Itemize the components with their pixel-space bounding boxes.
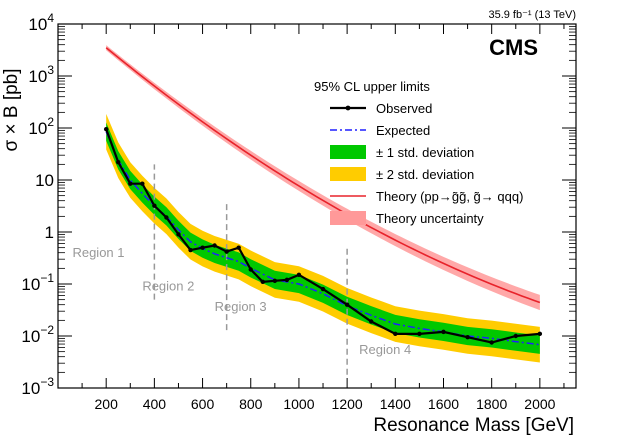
legend-label-theory: Theory (pp→g̃g̃, g̃→ qqq)	[376, 189, 523, 204]
y-tick-label: 10	[35, 171, 54, 190]
observed-point	[200, 245, 205, 250]
y-tick-label: 1	[45, 223, 54, 242]
band-1sigma	[106, 122, 540, 354]
theory-uncertainty-band	[106, 45, 540, 311]
legend: 95% CL upper limits Observed Expected ± 1 …	[314, 79, 523, 226]
observed-point	[116, 159, 121, 165]
x-tick-label: 1200	[332, 396, 363, 412]
observed-point	[489, 340, 494, 345]
x-tick-label: 800	[239, 396, 263, 412]
x-tick-label: 1800	[476, 396, 507, 412]
y-tick-label: 10−3	[21, 375, 54, 398]
plot-frame	[57, 23, 577, 389]
x-tick-label: 400	[143, 396, 167, 412]
region-label-3: Region 3	[215, 299, 267, 314]
axis-labels: Resonance Mass [GeV] σ × B [pb] 35.9 fb⁻…	[1, 9, 576, 436]
observed-point	[393, 331, 398, 337]
observed-point	[224, 249, 229, 254]
y-tick-label: 103	[28, 63, 54, 86]
legend-label-theory_unc: Theory uncertainty	[376, 211, 484, 226]
observed-point	[176, 232, 181, 237]
observed-point	[152, 203, 157, 208]
lumi-label: 35.9 fb⁻¹ (13 TeV)	[488, 9, 576, 21]
y-tick-label: 10−2	[21, 323, 54, 346]
observed-point	[272, 278, 278, 284]
theory-curve	[105, 47, 541, 304]
observed-point	[296, 272, 302, 278]
x-tick-label: 1600	[428, 396, 459, 412]
observed-point	[320, 286, 326, 292]
observed-point	[236, 245, 241, 250]
region-dividers: Region 1 Region 2 Region 3 Region 4	[72, 164, 411, 375]
y-tick-label: 102	[28, 115, 54, 138]
theory-curve-group	[105, 45, 541, 311]
x-tick-label: 600	[191, 396, 215, 412]
x-tick-label: 2000	[524, 396, 555, 412]
observed-limit-group	[103, 126, 543, 345]
x-axis-label: Resonance Mass [GeV]	[373, 415, 574, 436]
observed-point	[103, 126, 109, 132]
observed-point	[212, 243, 217, 248]
legend-label-observed: Observed	[376, 101, 432, 116]
y-axis-label: σ × B [pb]	[1, 68, 22, 151]
observed-point	[344, 302, 350, 307]
cms-label: CMS	[489, 35, 538, 60]
observed-point	[248, 267, 253, 272]
observed-point	[284, 277, 290, 283]
x-tick-label: 1400	[380, 396, 411, 412]
region-label-4: Region 4	[359, 342, 411, 357]
observed-point	[260, 279, 265, 285]
legend-label-expected: Expected	[376, 123, 430, 138]
observed-point	[164, 215, 169, 220]
legend-title: 95% CL upper limits	[314, 79, 430, 94]
x-tick-label: 1000	[283, 396, 314, 412]
observed-point	[128, 181, 133, 186]
axes-ticks: 200 400 600 800 1000 1200 1400 1600 1800 2000 10−3…	[21, 11, 576, 412]
observed-point	[140, 181, 145, 186]
band-2sigma	[106, 113, 540, 363]
legend-swatch-theory-unc	[330, 211, 366, 225]
legend-label-band2: ± 2 std. deviation	[376, 167, 474, 182]
legend-marker-observed	[345, 105, 351, 111]
observed-point	[441, 329, 446, 335]
observed-point	[465, 334, 470, 340]
observed-point	[537, 331, 543, 337]
region-label-1: Region 1	[72, 245, 124, 260]
legend-swatch-band2	[330, 167, 366, 181]
observed-point	[369, 319, 374, 324]
legend-label-band1: ± 1 std. deviation	[376, 145, 474, 160]
uncertainty-bands	[106, 113, 540, 363]
region-label-2: Region 2	[142, 278, 194, 293]
legend-swatch-band1	[330, 145, 366, 159]
observed-point	[417, 331, 422, 337]
x-tick-label: 200	[95, 396, 119, 412]
observed-point	[513, 333, 518, 339]
observed-point	[188, 247, 193, 253]
y-tick-label: 104	[28, 11, 54, 34]
y-tick-label: 10−1	[21, 271, 54, 294]
